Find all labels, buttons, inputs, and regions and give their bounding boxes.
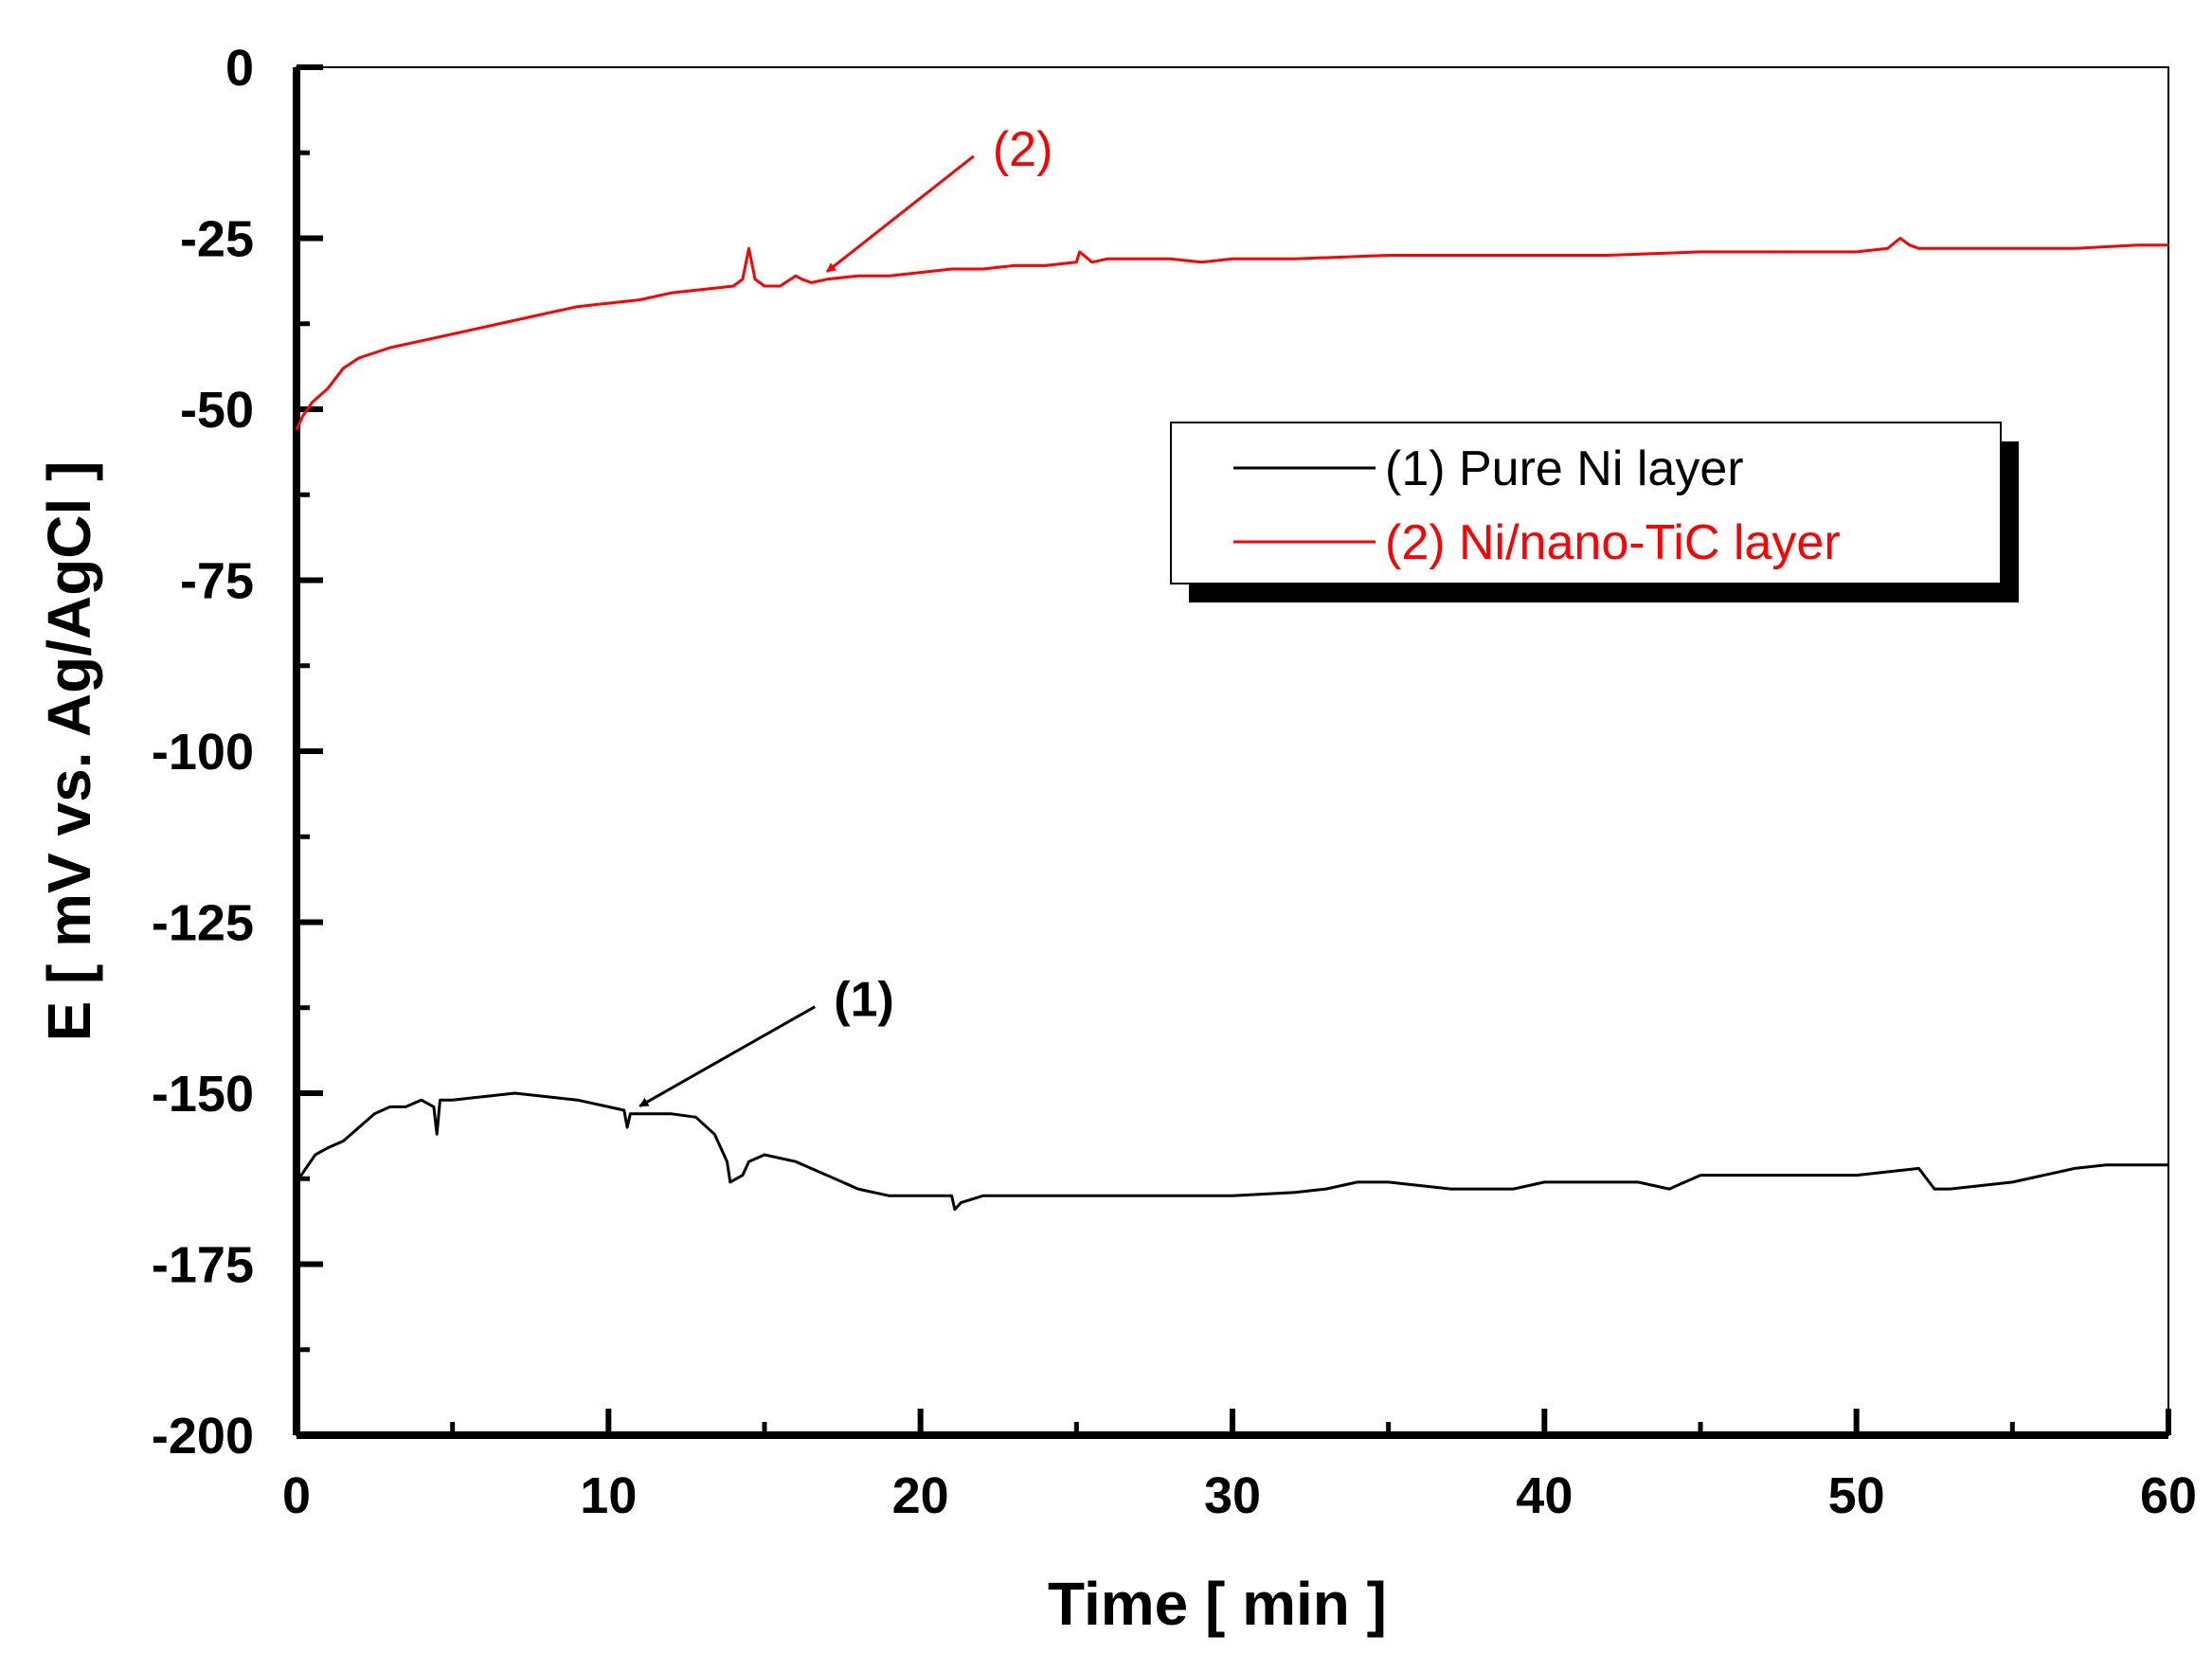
annotation-2-label: (2) xyxy=(993,122,1053,177)
y-tick-label: -75 xyxy=(180,553,254,610)
y-axis-title: E [ mV vs. Ag/AgCl ] xyxy=(35,461,103,1042)
plot-frame xyxy=(296,66,2169,1436)
x-axis-ticks: 0 10 20 30 40 50 60 xyxy=(282,1409,2197,1524)
y-tick-label: -150 xyxy=(152,1066,254,1123)
x-tick-label: 40 xyxy=(1516,1467,1573,1524)
y-tick-label: -125 xyxy=(152,895,254,952)
series-line-1 xyxy=(295,1091,2168,1212)
y-axis-ticks: 0 -25 -50 -75 -100 -125 -150 -175 -200 xyxy=(152,40,323,1465)
y-tick-label: -100 xyxy=(152,724,254,781)
x-axis-title: Time [ min ] xyxy=(1048,1570,1387,1638)
series-line-2 xyxy=(295,237,2168,431)
x-tick-label: 50 xyxy=(1828,1467,1885,1524)
series-layer xyxy=(295,237,2168,1212)
annotation-1: (1) xyxy=(638,973,894,1107)
y-tick-label: -200 xyxy=(152,1408,254,1465)
x-tick-label: 0 xyxy=(282,1467,311,1524)
legend-label-pure-ni: (1) Pure Ni layer xyxy=(1385,441,1744,496)
annotation-2: (2) xyxy=(825,122,1053,273)
y-tick-label: -25 xyxy=(180,211,254,268)
legend-box xyxy=(1170,422,2002,584)
y-tick-label: -50 xyxy=(180,382,254,439)
annotation-1-label: (1) xyxy=(834,973,894,1028)
legend: (1) Pure Ni layer (2) Ni/nano-TiC layer xyxy=(1170,422,2019,602)
x-tick-label: 30 xyxy=(1204,1467,1261,1524)
y-tick-label: -175 xyxy=(152,1237,254,1294)
y-tick-label: 0 xyxy=(225,40,254,97)
legend-label-ni-nano-tic: (2) Ni/nano-TiC layer xyxy=(1385,515,1841,570)
x-tick-label: 10 xyxy=(580,1467,637,1524)
x-tick-label: 20 xyxy=(892,1467,949,1524)
annotation-2-arrow xyxy=(825,154,975,273)
annotation-1-arrow xyxy=(638,1005,817,1107)
x-tick-label: 60 xyxy=(2140,1467,2197,1524)
